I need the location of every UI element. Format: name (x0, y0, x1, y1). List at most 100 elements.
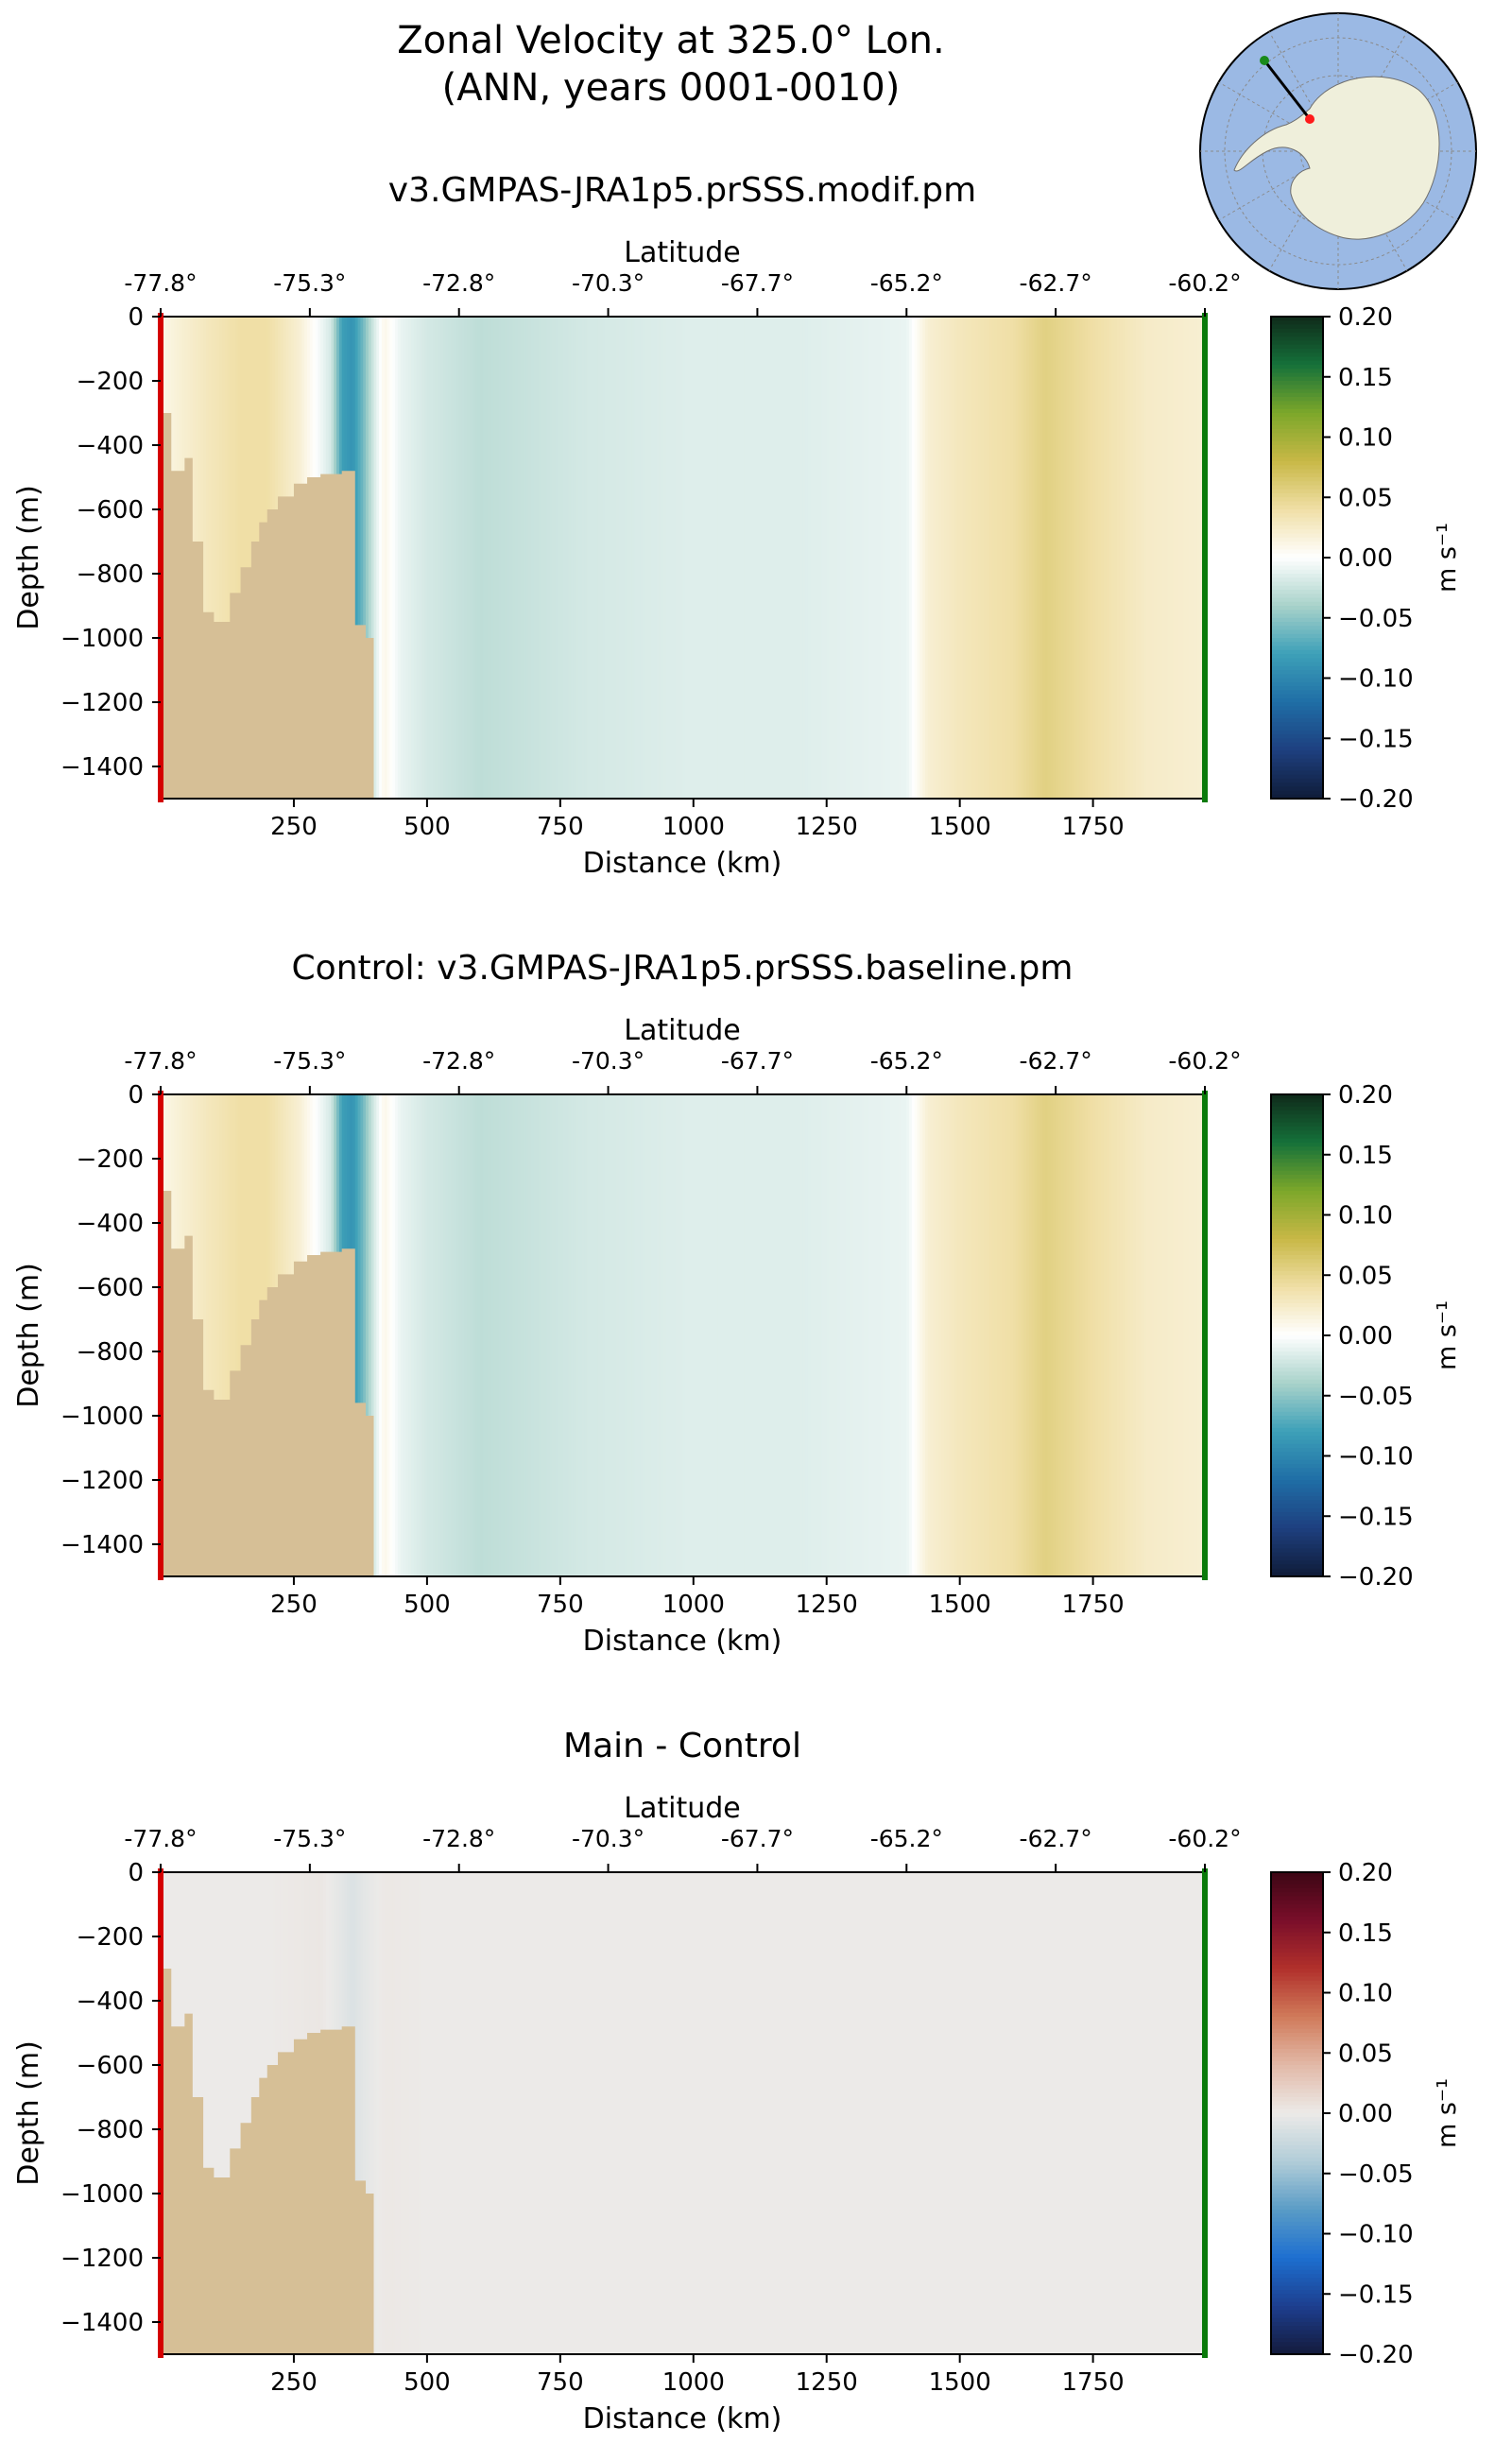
colorbar-segment (1271, 2169, 1323, 2175)
colorbar-segment (1271, 1186, 1323, 1192)
velocity-cell (981, 317, 985, 799)
velocity-cell (911, 1094, 916, 1576)
velocity-cell (818, 317, 822, 799)
colorbar-segment (1271, 1924, 1323, 1930)
velocity-cell (823, 1094, 828, 1576)
velocity-cell (1106, 1094, 1110, 1576)
velocity-cell (397, 317, 402, 799)
velocity-cell (952, 1872, 955, 2354)
velocity-cell (1013, 1872, 1017, 2354)
colorbar-segment (1271, 1138, 1323, 1144)
colorbar-tick-label: −0.20 (1338, 2341, 1414, 2369)
velocity-cell (581, 317, 585, 799)
colorbar-segment (1271, 754, 1323, 760)
velocity-cell (565, 317, 569, 799)
velocity-cell (410, 1094, 415, 1576)
colorbar-segment (1271, 1888, 1323, 1893)
velocity-cell (733, 317, 737, 799)
velocity-cell (864, 317, 868, 799)
colorbar-segment (1271, 1900, 1323, 1905)
colorbar-segment (1271, 2065, 1323, 2070)
colorbar-segment (1271, 2265, 1323, 2271)
velocity-cell (634, 1872, 639, 2354)
colorbar-segment (1271, 649, 1323, 655)
colorbar-segment (1271, 1243, 1323, 1248)
velocity-cell (672, 317, 676, 799)
velocity-cell (1191, 1094, 1195, 1576)
velocity-cell (927, 1094, 932, 1576)
velocity-cell (562, 1094, 567, 1576)
velocity-cell (930, 317, 935, 799)
velocity-cell (818, 1872, 822, 2354)
velocity-cell (528, 1872, 532, 2354)
velocity-cell (647, 1094, 652, 1576)
velocity-cell (943, 1094, 948, 1576)
velocity-cell (885, 1094, 889, 1576)
velocity-cell (584, 317, 588, 799)
velocity-cell (618, 1872, 623, 2354)
velocity-cell (424, 317, 428, 799)
velocity-cell (653, 317, 657, 799)
colorbar-segment (1271, 404, 1323, 410)
colorbar-segment (1271, 456, 1323, 462)
velocity-cell (387, 1094, 391, 1576)
velocity-cell (794, 1872, 799, 2354)
colorbar-segment (1271, 1343, 1323, 1349)
colorbar-segment (1271, 2005, 1323, 2010)
velocity-cell (587, 317, 591, 799)
distance-tick-label: 1250 (796, 813, 858, 841)
velocity-cell (747, 1094, 750, 1576)
velocity-cell (1101, 1872, 1105, 2354)
distance-tick-label: 1250 (796, 1591, 858, 1619)
colorbar-segment (1271, 1311, 1323, 1317)
colorbar-tick-label: 0.15 (1338, 1142, 1393, 1170)
colorbar-segment (1271, 1266, 1323, 1272)
velocity-cell (643, 1872, 646, 2354)
velocity-cell (389, 1872, 393, 2354)
velocity-cell (813, 1094, 817, 1576)
velocity-cell (608, 1094, 611, 1576)
velocity-cell (802, 1094, 806, 1576)
antarctica-landmass (1233, 76, 1440, 240)
velocity-cell (890, 1872, 894, 2354)
colorbar-segment (1271, 1540, 1323, 1545)
colorbar-segment (1271, 489, 1323, 494)
distance-tick-label: 1500 (929, 813, 991, 841)
velocity-cell (514, 1094, 519, 1576)
velocity-cell (1157, 1872, 1160, 2354)
velocity-cell (403, 317, 406, 799)
velocity-cell (1194, 1872, 1198, 2354)
velocity-cell (205, 1872, 210, 2354)
velocity-cell (1026, 1094, 1030, 1576)
velocity-cell (376, 1094, 380, 1576)
velocity-cell (203, 317, 207, 799)
velocity-cell (594, 1872, 598, 2354)
colorbar-segment (1271, 324, 1323, 330)
velocity-cell (1063, 1094, 1068, 1576)
velocity-cell (1034, 1872, 1039, 2354)
velocity-cell (1103, 317, 1108, 799)
velocity-cell (861, 317, 865, 799)
velocity-cell (474, 317, 479, 799)
colorbar-segment (1271, 2057, 1323, 2062)
velocity-cell (751, 1094, 756, 1576)
velocity-cell (520, 317, 524, 799)
velocity-cell (1161, 1872, 1166, 2354)
velocity-cell (546, 1872, 551, 2354)
velocity-cell (249, 1094, 252, 1576)
velocity-cell (517, 1094, 522, 1576)
velocity-cell (458, 317, 463, 799)
velocity-cell (608, 1872, 611, 2354)
velocity-cell (454, 317, 457, 799)
velocity-cell (1002, 1094, 1006, 1576)
velocity-cell (1037, 1872, 1040, 2354)
velocity-cell (1031, 1872, 1036, 2354)
colorbar-segment (1271, 1980, 1323, 1986)
velocity-cell (810, 1094, 815, 1576)
colorbar-segment (1271, 670, 1323, 675)
velocity-cell (868, 317, 873, 799)
velocity-cell (1050, 1872, 1054, 2354)
distance-tick-label: 500 (404, 2368, 451, 2397)
velocity-cell (832, 1872, 835, 2354)
velocity-cell (659, 317, 662, 799)
